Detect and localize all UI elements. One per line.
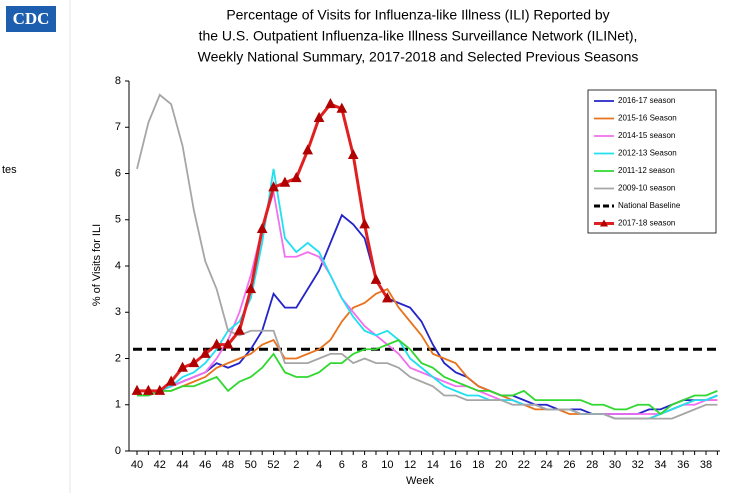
data-point (325, 98, 336, 109)
logo: CDC (13, 9, 50, 28)
x-tick-label: 36 (677, 459, 689, 471)
x-tick-label: 52 (267, 459, 279, 471)
x-tick-label: 12 (404, 459, 416, 471)
y-tick-label: 6 (115, 167, 121, 179)
data-point (279, 176, 291, 187)
x-tick-label: 10 (381, 459, 393, 471)
chart-title: Weekly National Summary, 2017-2018 and S… (198, 49, 639, 65)
legend-label: 2017-18 season (618, 219, 675, 228)
y-tick-label: 4 (115, 260, 121, 272)
y-tick-label: 2 (115, 352, 121, 364)
data-point (359, 218, 370, 229)
x-tick-label: 8 (362, 459, 368, 471)
data-point (347, 148, 359, 159)
legend-label: National Baseline (618, 201, 681, 210)
sidebar-text: tes (2, 164, 17, 176)
data-point (370, 273, 382, 284)
y-tick-label: 3 (115, 306, 121, 318)
x-tick-label: 28 (586, 459, 598, 471)
chart-title: the U.S. Outpatient Influenza-like Illne… (199, 28, 638, 44)
data-point (177, 361, 188, 372)
data-point (290, 172, 302, 183)
x-tick-label: 16 (450, 459, 462, 471)
y-tick-label: 0 (115, 445, 121, 457)
data-point (188, 357, 200, 368)
x-tick-label: 26 (563, 459, 575, 471)
legend-label: 2015-16 Season (618, 114, 677, 123)
x-tick-label: 30 (609, 459, 621, 471)
x-tick-label: 14 (427, 459, 439, 471)
data-point (268, 181, 279, 192)
x-axis-label: Week (406, 475, 434, 487)
x-tick-label: 50 (245, 459, 257, 471)
data-point (222, 338, 234, 349)
x-tick-label: 46 (199, 459, 211, 471)
data-point (336, 102, 348, 113)
x-tick-label: 6 (339, 459, 345, 471)
x-tick-label: 42 (154, 459, 166, 471)
x-tick-label: 34 (654, 459, 666, 471)
chart-title: Percentage of Visits for Influenza-like … (226, 7, 609, 23)
logo-box (6, 6, 56, 32)
data-point (143, 384, 154, 395)
x-tick-label: 18 (472, 459, 484, 471)
legend-label: 2016-17 season (618, 96, 675, 105)
x-tick-label: 22 (518, 459, 530, 471)
y-tick-label: 7 (115, 121, 121, 133)
x-tick-label: 40 (131, 459, 143, 471)
x-tick-label: 2 (293, 459, 299, 471)
legend-label: 2014-15 season (618, 131, 675, 140)
data-point (211, 338, 222, 349)
x-tick-label: 20 (495, 459, 507, 471)
x-tick-label: 48 (222, 459, 234, 471)
data-point (302, 144, 314, 155)
data-point (131, 384, 143, 395)
y-axis-label: % of Visits for ILI (91, 224, 103, 306)
legend-label: 2009-10 season (618, 184, 675, 193)
data-point (382, 292, 393, 303)
data-point (245, 283, 257, 294)
data-point (154, 384, 166, 395)
x-tick-label: 4 (316, 459, 322, 471)
data-point (234, 324, 245, 335)
legend-label: 2011-12 season (618, 166, 675, 175)
legend-box (587, 89, 717, 234)
legend-marker (600, 219, 608, 227)
series-line (137, 288, 718, 420)
x-tick-label: 24 (541, 459, 553, 471)
data-point (256, 222, 268, 233)
y-tick-label: 8 (115, 75, 121, 87)
data-point (199, 347, 211, 358)
data-point (165, 375, 177, 386)
x-tick-label: 44 (176, 459, 188, 471)
x-tick-label: 32 (632, 459, 644, 471)
series-line (136, 93, 718, 420)
y-tick-label: 1 (115, 399, 121, 411)
y-tick-label: 5 (115, 214, 121, 226)
series-line (137, 338, 718, 416)
data-point (313, 111, 325, 122)
legend-label: 2012-13 Season (618, 149, 677, 158)
x-tick-label: 38 (700, 459, 712, 471)
